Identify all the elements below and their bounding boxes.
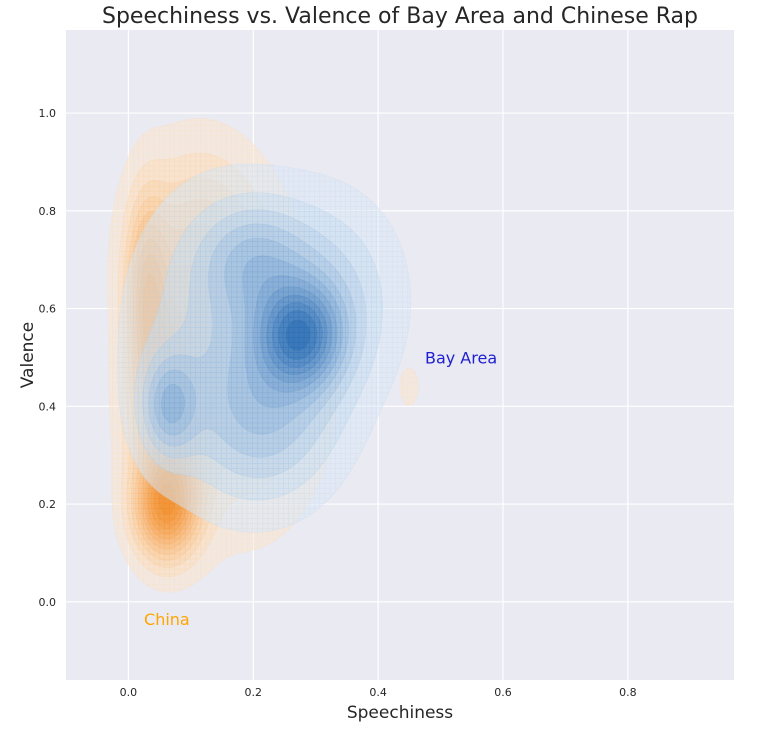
y-tick-label: 1.0 — [39, 107, 57, 120]
annotation-china: China — [144, 610, 190, 629]
x-tick-label: 0.2 — [245, 686, 263, 699]
kde-contour-level — [285, 319, 311, 352]
y-tick-label: 0.0 — [39, 596, 57, 609]
y-axis-label: Valence — [18, 322, 38, 389]
x-axis-label: Speechiness — [347, 703, 453, 723]
y-tick-label: 0.4 — [39, 400, 57, 413]
x-tick-label: 0.0 — [120, 686, 138, 699]
annotation-bay-area: Bay Area — [425, 348, 497, 367]
y-tick-label: 0.2 — [39, 498, 57, 511]
x-tick-label: 0.6 — [494, 686, 512, 699]
x-tick-label: 0.4 — [369, 686, 387, 699]
y-tick-label: 0.8 — [39, 205, 57, 218]
kde-series-bay-area — [117, 163, 412, 533]
x-tick-label: 0.8 — [619, 686, 637, 699]
y-axis-ticks: 0.0 0.2 0.4 0.6 0.8 1.0 — [39, 107, 57, 609]
x-axis-ticks: 0.0 0.2 0.4 0.6 0.8 — [120, 686, 637, 699]
y-tick-label: 0.6 — [39, 303, 57, 316]
chart-title: Speechiness vs. Valence of Bay Area and … — [102, 4, 698, 29]
